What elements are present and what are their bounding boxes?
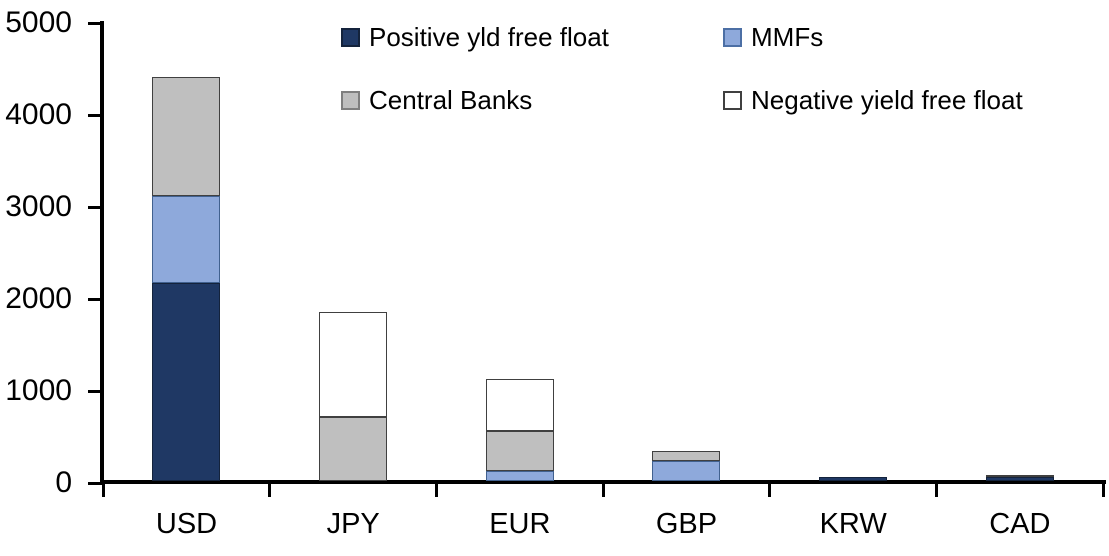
y-tick: [88, 297, 104, 301]
y-tick-label: 5000: [5, 6, 72, 39]
x-tick: [934, 484, 938, 497]
y-tick: [88, 205, 104, 209]
bar-segment-cad-series-0: [985, 477, 1054, 481]
legend-swatch-icon: [723, 28, 742, 47]
y-tick-label: 3000: [5, 190, 72, 223]
y-tick: [88, 389, 104, 393]
x-tick: [101, 484, 105, 497]
x-tick-label-usd: USD: [155, 508, 218, 540]
bar-segment-krw-series-0: [819, 477, 887, 481]
x-tick-label-cad: CAD: [989, 508, 1051, 540]
bar-segment-usd-series-2: [152, 77, 221, 196]
y-tick-label: 0: [55, 466, 72, 499]
y-tick: [88, 481, 104, 485]
y-tick: [88, 113, 104, 117]
legend-swatch-icon: [341, 28, 360, 47]
x-tick-label-jpy: JPY: [326, 508, 380, 540]
legend-label: Central Banks: [369, 85, 533, 115]
legend-item-3: Negative yield free float: [723, 85, 1023, 116]
x-tick-label-krw: KRW: [819, 508, 887, 540]
legend-swatch-icon: [341, 91, 360, 110]
y-tick-label: 1000: [5, 374, 72, 407]
x-tick-label-gbp: GBP: [655, 508, 718, 540]
legend-swatch-icon: [723, 91, 742, 110]
bar-segment-eur-series-2: [485, 431, 554, 471]
x-tick: [268, 484, 272, 497]
y-tick: [88, 21, 104, 25]
x-tick: [768, 484, 772, 497]
y-tick-label: 2000: [5, 282, 72, 315]
legend-item-2: Central Banks: [341, 85, 532, 116]
x-tick: [1101, 484, 1105, 497]
x-tick-label-eur: EUR: [489, 508, 551, 540]
x-axis-line: [100, 480, 1106, 484]
bar-segment-usd-series-0: [152, 283, 221, 481]
legend-item-1: MMFs: [723, 22, 823, 53]
x-tick: [434, 484, 438, 497]
y-axis-line: [100, 21, 104, 484]
bar-segment-cad-series-2: [985, 475, 1054, 478]
x-tick: [601, 484, 605, 497]
bar-segment-gbp-series-1: [652, 460, 721, 481]
legend-label: Positive yld free float: [369, 22, 609, 52]
legend-item-0: Positive yld free float: [341, 22, 609, 53]
bar-segment-eur-series-1: [485, 470, 554, 481]
legend-label: MMFs: [751, 22, 824, 52]
legend-label: Negative yield free float: [751, 85, 1023, 115]
bar-segment-jpy-series-2: [319, 416, 387, 481]
bar-segment-usd-series-1: [152, 195, 221, 284]
bar-segment-gbp-series-2: [652, 450, 721, 461]
bar-segment-eur-series-3: [485, 378, 554, 432]
bar-segment-jpy-series-3: [319, 311, 387, 417]
y-tick-label: 4000: [5, 98, 72, 131]
